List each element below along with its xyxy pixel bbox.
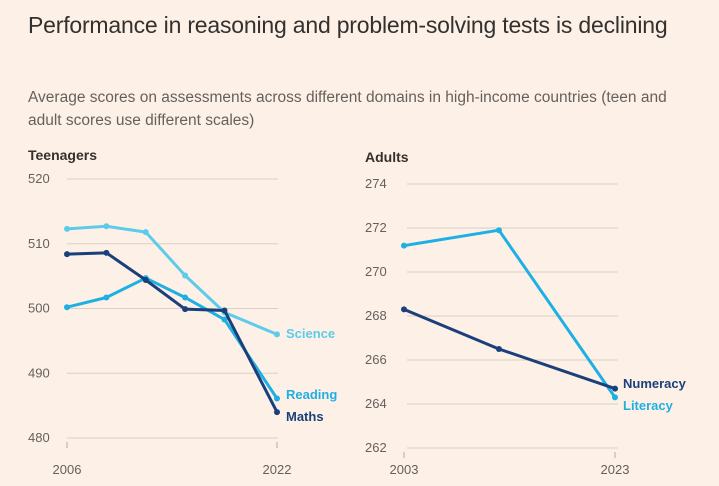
literacy-series-label: Literacy [623, 398, 674, 413]
numeracy-point [495, 346, 502, 352]
teenagers-x-tick-label: 2022 [263, 462, 292, 477]
adults-y-tick-label: 272 [365, 220, 387, 235]
science-point [142, 229, 149, 236]
maths-point [103, 249, 110, 256]
adults-y-tick-label: 274 [365, 176, 387, 191]
adults-y-tick-label: 270 [365, 264, 387, 279]
teenagers-panel-title: Teenagers [28, 147, 97, 163]
numeracy-line [402, 307, 617, 391]
science-point [103, 223, 110, 230]
adults-y-tick-label: 264 [365, 396, 387, 411]
teenagers-y-tick-label: 520 [28, 171, 50, 186]
maths-point [142, 277, 149, 284]
numeracy-series-label: Numeracy [623, 376, 687, 391]
numeracy-point [401, 306, 407, 313]
adults-x-tick-label: 2023 [601, 462, 630, 477]
reading-series-label: Reading [286, 387, 337, 402]
reading-point [182, 294, 189, 301]
adults-y-tick-label: 268 [365, 308, 387, 323]
adults-y-tick-label: 262 [365, 440, 387, 455]
adults-y-tick-label: 266 [365, 352, 387, 367]
chart-title: Performance in reasoning and problem-sol… [28, 12, 668, 38]
maths-point [221, 307, 228, 314]
science-series-label: Science [286, 326, 335, 341]
literacy-line [402, 228, 617, 399]
teenagers-y-tick-label: 480 [28, 430, 50, 445]
teenagers-y-tick-label: 510 [28, 236, 50, 251]
literacy-point [401, 242, 407, 249]
science-point [274, 331, 280, 338]
reading-line [65, 276, 279, 401]
chart-subtitle: Average scores on assessments across dif… [28, 89, 667, 129]
reading-point [274, 395, 280, 402]
science-point [182, 272, 189, 279]
reading-point [64, 304, 70, 311]
teenagers-y-tick-label: 490 [28, 365, 50, 380]
maths-point [64, 251, 70, 258]
maths-line [65, 251, 279, 414]
maths-point [274, 409, 280, 416]
literacy-point [612, 394, 618, 401]
maths-series-label: Maths [286, 409, 324, 424]
maths-point [182, 306, 189, 313]
reading-point [103, 294, 110, 301]
teenagers-x-tick-label: 2006 [53, 462, 82, 477]
science-point [64, 225, 70, 232]
adults-panel-title: Adults [365, 149, 409, 165]
adults-x-tick-label: 2003 [390, 462, 419, 477]
literacy-point [495, 227, 502, 234]
reading-point [221, 316, 228, 323]
science-line [65, 224, 279, 336]
numeracy-point [612, 385, 618, 392]
teenagers-y-tick-label: 500 [28, 301, 50, 316]
